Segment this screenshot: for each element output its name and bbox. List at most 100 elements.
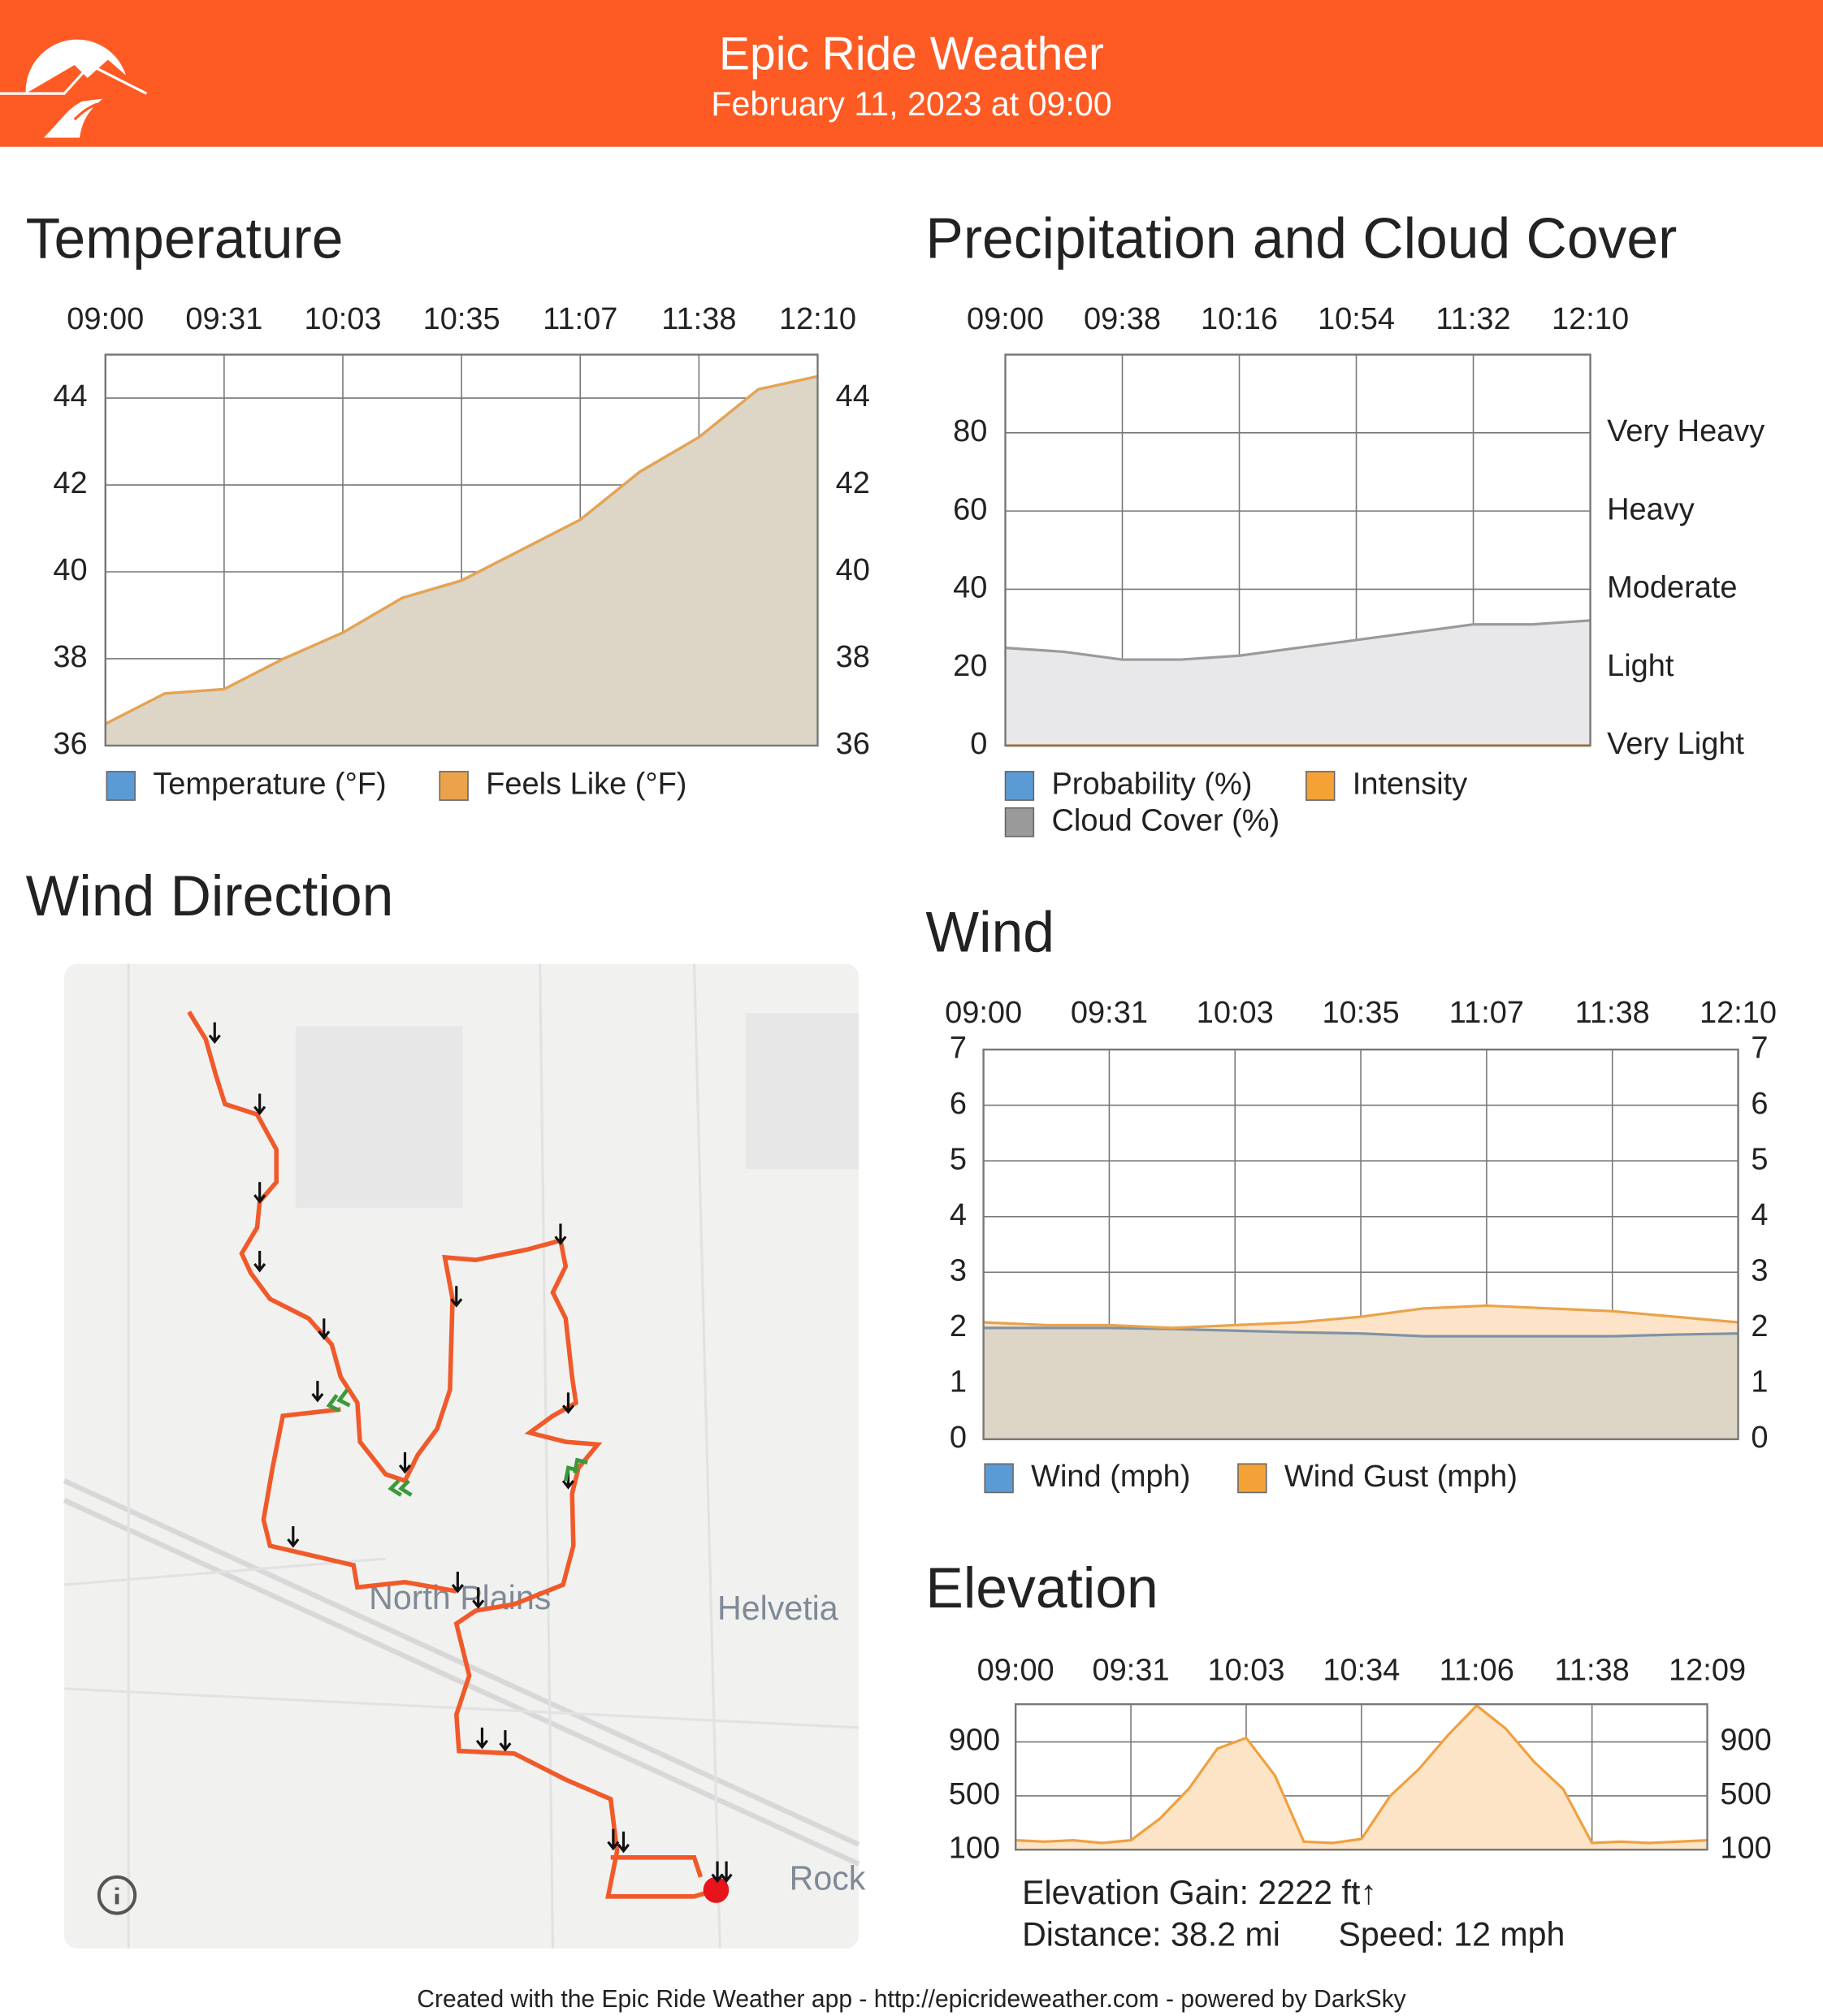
y-tick-label: 44 <box>53 379 87 413</box>
y-tick-label-right: 3 <box>1751 1252 1768 1287</box>
x-tick-label: 12:09 <box>1669 1652 1746 1687</box>
legend-swatch <box>1306 771 1336 801</box>
y-tick-label: 42 <box>53 465 87 500</box>
y-tick-label-right: 1 <box>1751 1364 1768 1399</box>
y-tick-label-right: 38 <box>836 639 870 674</box>
plot-border <box>104 353 819 747</box>
map: North Plains Helvetia Rock <box>63 963 866 1949</box>
x-tick-label: 11:38 <box>1555 1652 1630 1687</box>
y-tick-label: 7 <box>950 1030 967 1065</box>
legend-label: Cloud Cover (%) <box>1051 803 1280 837</box>
logo <box>0 39 148 138</box>
plot-border <box>1014 1702 1708 1851</box>
chart-title: Wind <box>925 900 1054 963</box>
area <box>105 376 818 746</box>
legend-label: Feels Like (°F) <box>486 766 686 801</box>
legend-swatch <box>1004 807 1035 837</box>
x-tick-label: 09:31 <box>1071 995 1148 1030</box>
legend-label: Wind Gust (mph) <box>1284 1459 1518 1494</box>
y-tick-label-right: 100 <box>1720 1830 1771 1865</box>
x-tick-label: 11:07 <box>1449 995 1524 1030</box>
chart-title: Temperature <box>26 206 344 270</box>
y-tick-label: 500 <box>949 1776 1000 1811</box>
x-tick-label: 11:38 <box>1575 995 1650 1030</box>
legend-label: Temperature (°F) <box>153 766 386 801</box>
y2-tick-label: Very Light <box>1607 726 1744 761</box>
x-tick-label: 09:00 <box>67 301 144 336</box>
x-tick-label: 11:06 <box>1440 1652 1514 1687</box>
legend-label: Intensity <box>1353 766 1468 801</box>
line <box>1015 1703 1708 1845</box>
map-label: North Plains <box>369 1579 551 1616</box>
x-tick-label: 09:31 <box>185 301 262 336</box>
area <box>983 1327 1739 1439</box>
app-subtitle: February 11, 2023 at 09:00 <box>711 85 1111 123</box>
x-tick-label: 10:34 <box>1323 1652 1400 1687</box>
y-tick-label-right: 2 <box>1751 1309 1768 1343</box>
plot-border <box>1004 353 1591 747</box>
legend-label: Wind (mph) <box>1031 1459 1190 1494</box>
y-tick-label-right: 40 <box>836 552 870 587</box>
x-tick-label: 11:32 <box>1435 301 1510 336</box>
x-tick-label: 11:38 <box>661 301 736 336</box>
y-tick-label-right: 500 <box>1720 1776 1771 1811</box>
area <box>1015 1705 1708 1850</box>
x-tick-label: 09:31 <box>1093 1652 1170 1687</box>
x-tick-label: 10:03 <box>1207 1652 1284 1687</box>
annotation: Speed: 12 mph <box>1338 1915 1565 1953</box>
y-tick-label: 80 <box>953 413 987 448</box>
y-tick-label: 1 <box>950 1364 967 1399</box>
y-tick-label-right: 6 <box>1751 1086 1768 1121</box>
legend-label: Probability (%) <box>1051 766 1252 801</box>
y-tick-label: 40 <box>953 569 987 604</box>
x-tick-label: 10:54 <box>1318 301 1395 336</box>
map-label: Rock <box>790 1859 866 1897</box>
legend-swatch <box>439 771 469 801</box>
y-tick-label: 3 <box>950 1252 967 1287</box>
legend-swatch <box>1237 1463 1267 1494</box>
header-bar <box>0 0 1823 147</box>
x-tick-label: 10:03 <box>304 301 381 336</box>
x-tick-label: 12:10 <box>779 301 856 336</box>
y-tick-label: 38 <box>53 639 87 674</box>
y-tick-label-right: 36 <box>836 726 870 761</box>
line <box>105 374 818 725</box>
line <box>983 1326 1739 1338</box>
y-tick-label: 100 <box>949 1830 1000 1865</box>
chart-title: Precipitation and Cloud Cover <box>925 206 1677 270</box>
y-tick-label-right: 7 <box>1751 1030 1768 1065</box>
y-tick-label: 6 <box>950 1086 967 1121</box>
map-title: Wind Direction <box>26 863 394 927</box>
y2-tick-label: Moderate <box>1607 569 1737 604</box>
y-tick-label: 20 <box>953 648 987 683</box>
annotation: Elevation Gain: 2222 ft↑ <box>1022 1874 1377 1911</box>
x-tick-label: 09:00 <box>967 301 1044 336</box>
area <box>1005 620 1591 746</box>
y-tick-label-right: 5 <box>1751 1141 1768 1176</box>
y2-tick-label: Heavy <box>1607 491 1695 526</box>
y-tick-label: 36 <box>53 726 87 761</box>
x-tick-label: 10:03 <box>1197 995 1274 1030</box>
x-tick-label: 09:38 <box>1084 301 1161 336</box>
y2-tick-label: Very Heavy <box>1607 413 1765 448</box>
x-tick-label: 10:35 <box>423 301 500 336</box>
y-tick-label: 900 <box>949 1723 1000 1758</box>
y2-tick-label: Light <box>1607 648 1674 683</box>
x-tick-label: 12:10 <box>1700 995 1777 1030</box>
y-tick-label-right: 0 <box>1751 1420 1768 1455</box>
x-tick-label: 11:07 <box>543 301 617 336</box>
y-tick-label: 0 <box>970 726 987 761</box>
plot-border <box>982 1048 1739 1441</box>
y-tick-label: 0 <box>950 1420 967 1455</box>
legend-swatch <box>1004 771 1035 801</box>
map-label: Helvetia <box>717 1590 838 1627</box>
y-tick-label: 5 <box>950 1141 967 1176</box>
y-tick-label-right: 4 <box>1751 1197 1768 1232</box>
line <box>1005 619 1591 661</box>
app-title: Epic Ride Weather <box>719 28 1104 80</box>
x-tick-label: 09:00 <box>977 1652 1054 1687</box>
legend-swatch <box>984 1463 1014 1494</box>
annotation: Distance: 38.2 mi <box>1022 1915 1280 1953</box>
